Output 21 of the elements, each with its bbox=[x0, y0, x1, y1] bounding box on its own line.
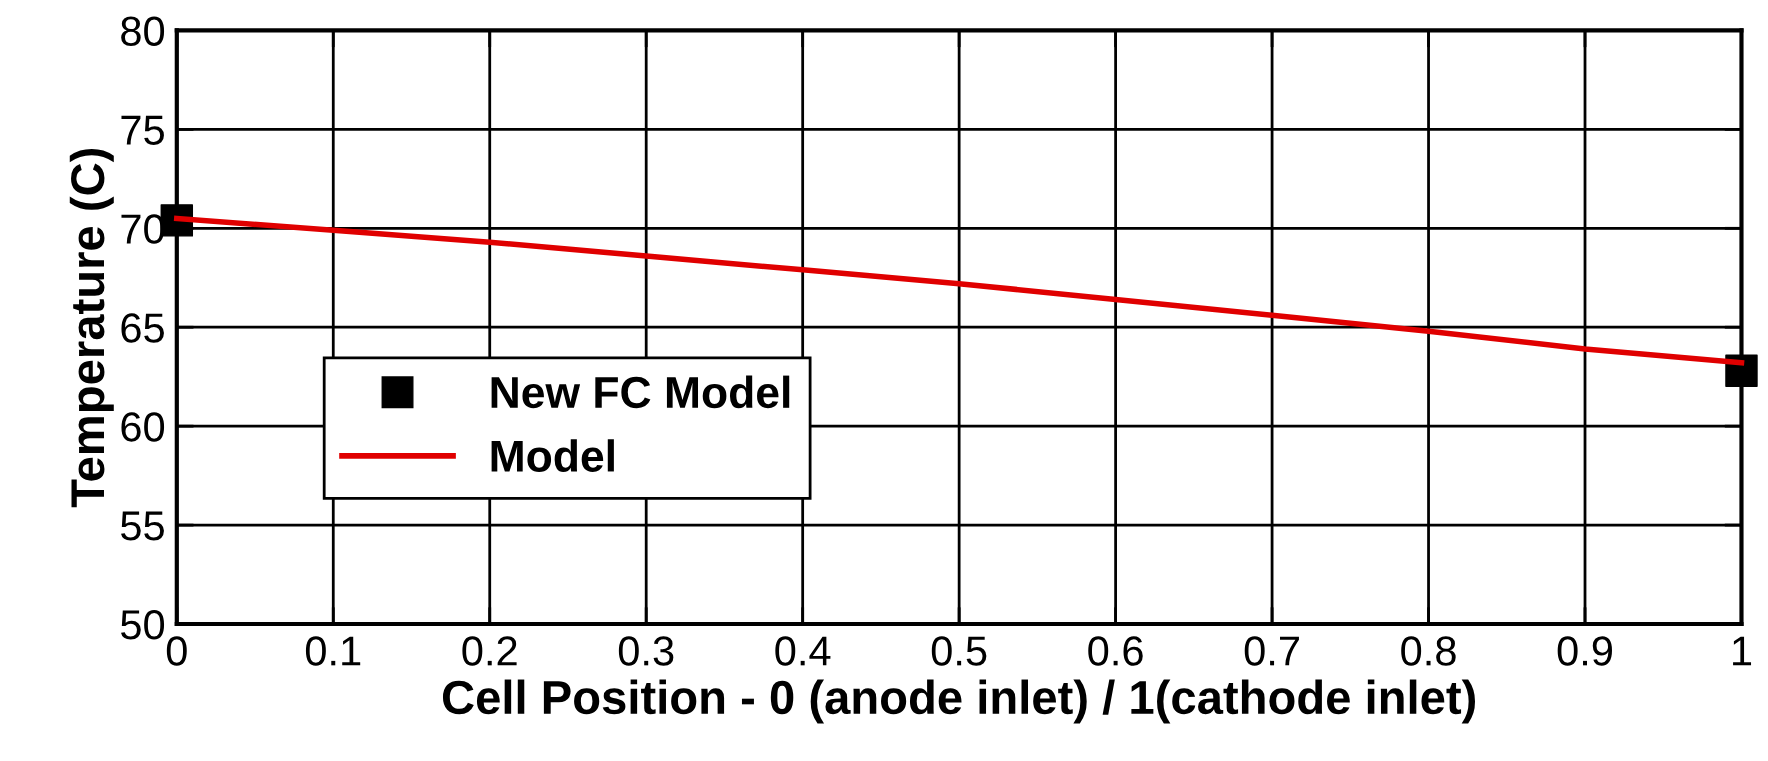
x-tick-label: 0.3 bbox=[618, 636, 674, 666]
x-tick-label: 0.5 bbox=[931, 636, 987, 666]
x-tick-label: 0.2 bbox=[462, 636, 517, 666]
y-tick-label: 50 bbox=[121, 610, 165, 640]
x-tick-label: 0.9 bbox=[1557, 636, 1612, 666]
x-axis-title: Cell Position - 0 (anode inlet) / 1(cathode inlet) bbox=[442, 679, 1476, 724]
x-tick-label: 0.6 bbox=[1088, 636, 1143, 666]
y-tick-label: 60 bbox=[121, 412, 165, 442]
y-tick-label: 55 bbox=[121, 511, 164, 541]
y-axis-title: Temperature (C) bbox=[69, 148, 114, 508]
x-tick-label: 0.4 bbox=[775, 636, 831, 666]
x-tick-label: 0.7 bbox=[1244, 636, 1299, 666]
y-tick-label: 65 bbox=[121, 313, 164, 343]
y-tick-label: 75 bbox=[121, 115, 164, 145]
x-tick-label: 0.8 bbox=[1401, 636, 1456, 666]
legend-label: New FC Model bbox=[491, 375, 790, 409]
x-tick-label: 0.1 bbox=[305, 636, 361, 666]
x-tick-label: 0 bbox=[166, 636, 187, 666]
x-tick-label: 1 bbox=[1733, 636, 1752, 666]
y-tick-label: 80 bbox=[121, 16, 165, 46]
legend-label: Model bbox=[491, 439, 614, 472]
